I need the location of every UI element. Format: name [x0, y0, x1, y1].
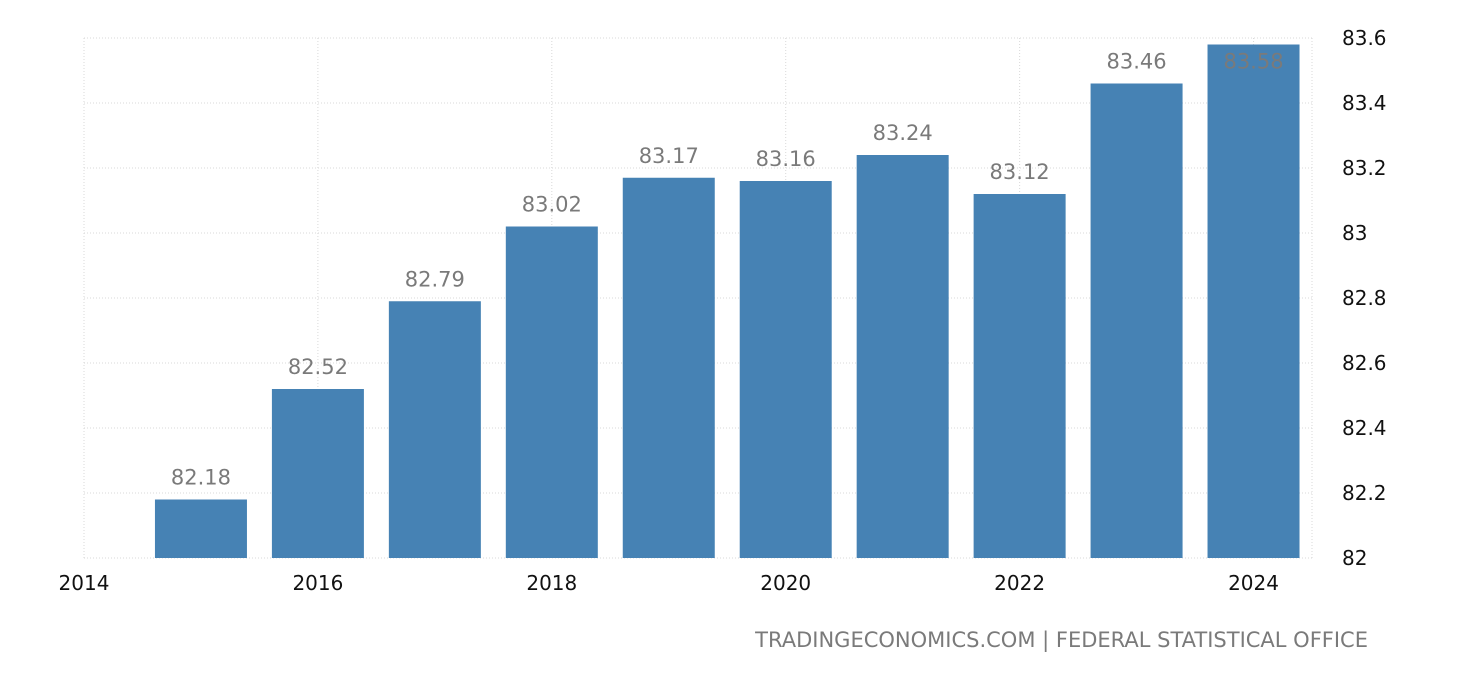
data-label: 82.52: [288, 355, 348, 379]
data-label: 83.58: [1223, 50, 1283, 74]
data-label: 83.16: [756, 147, 816, 171]
x-tick-label: 2014: [59, 571, 110, 595]
data-label: 82.18: [171, 466, 231, 490]
y-tick-label: 83.4: [1342, 91, 1387, 115]
bar: [622, 177, 715, 558]
source-credit: TRADINGECONOMICS.COM | FEDERAL STATISTIC…: [755, 628, 1368, 652]
bar: [973, 194, 1066, 558]
y-tick-label: 83.6: [1342, 26, 1387, 50]
x-tick-label: 2024: [1228, 571, 1279, 595]
data-label: 82.79: [405, 267, 465, 291]
y-tick-label: 82.4: [1342, 416, 1387, 440]
x-axis: 2014 2016 2018 2020 2022 2024: [59, 571, 1279, 595]
y-tick-label: 82.6: [1342, 351, 1387, 375]
data-label: 83.12: [990, 160, 1050, 184]
y-axis: 82 82.2 82.4 82.6 82.8 83 83.2 83.4 83.6: [1342, 26, 1387, 570]
bar: [1090, 83, 1183, 558]
x-tick-label: 2018: [526, 571, 577, 595]
data-label: 83.46: [1107, 50, 1167, 74]
y-tick-label: 82.2: [1342, 481, 1387, 505]
x-tick-label: 2022: [994, 571, 1045, 595]
data-labels: 82.18 82.52 82.79 83.02 83.17 83.16 83.24 83.12…: [171, 50, 1284, 490]
bar: [856, 155, 949, 558]
bar: [739, 181, 832, 558]
y-tick-label: 83.2: [1342, 156, 1387, 180]
bar: [154, 499, 247, 558]
bar: [388, 301, 481, 558]
y-tick-label: 82.8: [1342, 286, 1387, 310]
bar: [1207, 44, 1300, 558]
x-tick-label: 2016: [292, 571, 343, 595]
x-tick-label: 2020: [760, 571, 811, 595]
data-label: 83.17: [639, 144, 699, 168]
bars: [154, 44, 1300, 558]
data-label: 83.02: [522, 193, 582, 217]
y-tick-label: 83: [1342, 221, 1367, 245]
y-tick-label: 82: [1342, 546, 1367, 570]
bar: [505, 226, 598, 558]
bar: [271, 389, 364, 558]
data-label: 83.24: [873, 121, 933, 145]
